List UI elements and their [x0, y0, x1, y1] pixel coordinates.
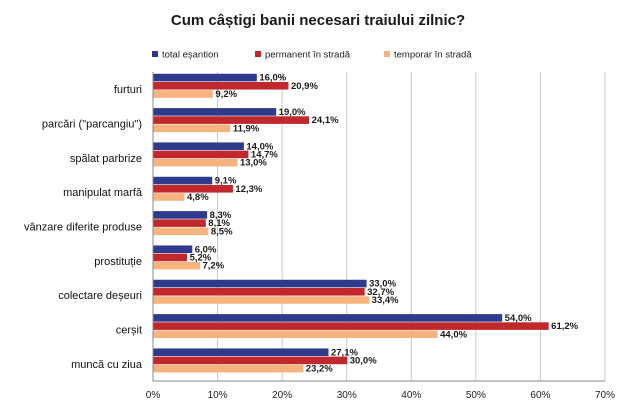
data-label: 54,0%	[505, 313, 532, 324]
bar	[153, 330, 438, 339]
bar	[153, 348, 329, 357]
x-tick-label: 10%	[208, 390, 228, 401]
chart-title: Cum câștigi banii necesari traiului ziln…	[171, 12, 465, 29]
bar	[153, 193, 185, 201]
bar	[153, 364, 304, 373]
bar	[153, 287, 365, 296]
data-label: 32,7%	[367, 287, 394, 298]
bar	[153, 108, 277, 116]
bar	[153, 142, 244, 151]
bar	[153, 219, 206, 227]
bar	[153, 176, 213, 185]
x-tick-label: 30%	[337, 390, 357, 401]
legend-swatch	[152, 51, 158, 57]
bar	[153, 184, 233, 193]
data-label: 19,0%	[279, 107, 306, 118]
data-label: 30,0%	[350, 356, 377, 367]
bar	[153, 124, 231, 133]
data-label: 14,7%	[251, 150, 278, 161]
bar	[153, 296, 370, 304]
data-labels: 16,0%20,9%9,2%19,0%24,1%11,9%14,0%14,7%1…	[187, 73, 579, 375]
data-label: 7,2%	[202, 261, 224, 272]
data-label: 8,1%	[208, 218, 230, 229]
category-label: vânzare diferite produse	[24, 222, 142, 234]
x-tick-label: 70%	[595, 390, 615, 401]
legend: total eșantion permanent în stradă tempora…	[152, 50, 472, 61]
category-label: manipulat marfă	[63, 187, 143, 199]
bar	[153, 81, 289, 90]
data-label: 9,2%	[215, 89, 237, 100]
data-label: 14,0%	[246, 141, 273, 152]
bar	[153, 279, 367, 288]
bar	[153, 73, 257, 82]
data-label: 11,9%	[233, 123, 260, 134]
bar	[153, 261, 200, 270]
data-label: 9,1%	[215, 176, 237, 187]
bar	[153, 158, 238, 167]
bar	[153, 150, 249, 159]
data-label: 6,0%	[195, 244, 217, 255]
legend-label: total eșantion	[162, 50, 219, 61]
category-label: prostituție	[94, 256, 142, 268]
category-label: cerșit	[116, 325, 142, 337]
data-label: 8,3%	[210, 210, 232, 221]
x-tick-label: 60%	[530, 390, 550, 401]
data-label: 33,4%	[372, 295, 399, 306]
data-label: 13,0%	[240, 158, 267, 169]
legend-swatch	[384, 51, 390, 57]
data-label: 4,8%	[187, 192, 209, 203]
bar	[153, 116, 310, 124]
data-label: 24,1%	[312, 115, 339, 126]
data-label: 23,2%	[306, 364, 333, 375]
data-label: 44,0%	[440, 329, 467, 340]
category-label: spălat parbrize	[70, 153, 142, 165]
legend-swatch	[255, 51, 261, 57]
category-label: furturi	[114, 84, 142, 96]
data-label: 27,1%	[331, 347, 358, 358]
bar	[153, 356, 348, 365]
x-tick-label: 0%	[146, 390, 161, 401]
category-label: parcări ("parcangiu")	[42, 119, 142, 131]
bars	[153, 73, 549, 373]
category-labels: furturi parcări ("parcangiu") spălat parbr…	[24, 84, 143, 371]
data-label: 33,0%	[369, 279, 396, 290]
bar	[153, 322, 549, 330]
legend-label: permanent în stradă	[265, 50, 351, 61]
category-label: colectare deșeuri	[58, 290, 142, 302]
bar	[153, 211, 208, 219]
bar	[153, 227, 209, 236]
x-tick-label: 40%	[401, 390, 421, 401]
data-label: 61,2%	[551, 321, 578, 332]
bar	[153, 90, 213, 98]
data-label: 12,3%	[235, 184, 262, 195]
legend-label: temporar în stradă	[394, 50, 472, 61]
data-label: 8,5%	[211, 226, 233, 237]
data-label: 5,2%	[190, 253, 212, 264]
bar	[153, 245, 193, 254]
x-tick-label: 20%	[272, 390, 292, 401]
bar	[153, 253, 188, 262]
bar	[153, 314, 503, 322]
data-label: 16,0%	[259, 73, 286, 84]
x-tick-label: 50%	[466, 390, 486, 401]
x-axis-ticks: 0% 10% 20% 30% 40% 50% 60% 70%	[146, 390, 615, 401]
data-label: 20,9%	[291, 81, 318, 92]
category-label: muncă cu ziua	[71, 359, 143, 371]
